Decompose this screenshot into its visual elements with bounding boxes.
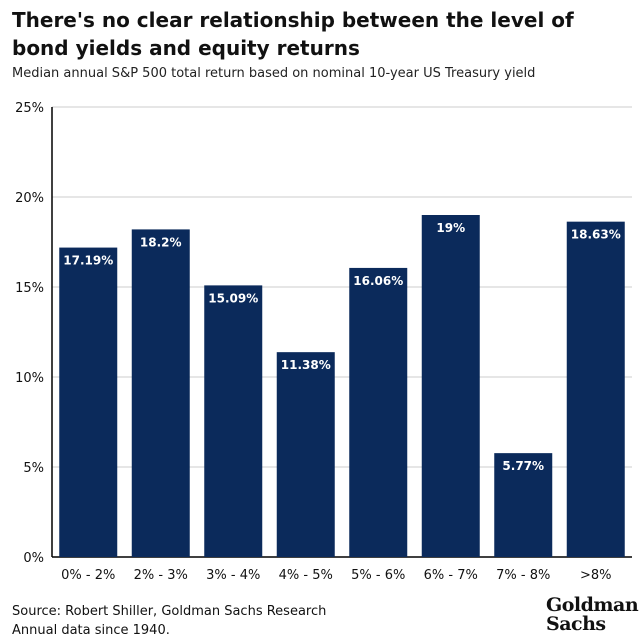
y-tick-label: 10% [15, 371, 44, 386]
bar-data-label: 5.77% [502, 459, 544, 473]
y-tick-label: 20% [15, 191, 44, 206]
bar [204, 285, 263, 557]
bar-data-label: 11.38% [281, 358, 331, 372]
x-tick-label: 2% - 3% [134, 568, 188, 583]
bar [421, 215, 480, 557]
bar [59, 247, 118, 557]
source-note: Source: Robert Shiller, Goldman Sachs Re… [12, 604, 327, 619]
bar-data-label: 17.19% [63, 254, 113, 268]
bar [494, 453, 553, 557]
data-note: Annual data since 1940. [12, 623, 170, 638]
bar-data-label: 18.63% [571, 228, 621, 242]
goldman-sachs-logo: Goldman Sachs [546, 594, 639, 635]
x-tick-label: 3% - 4% [206, 568, 260, 583]
bar [566, 221, 625, 557]
x-tick-label: 7% - 8% [496, 568, 550, 583]
bar-data-label: 16.06% [353, 274, 403, 288]
y-tick-label: 0% [23, 551, 44, 566]
chart-title: There's no clear relationship between th… [12, 8, 574, 60]
x-tick-label: 6% - 7% [424, 568, 478, 583]
bar [276, 352, 335, 557]
bar [349, 267, 408, 557]
y-tick-label: 25% [15, 101, 44, 116]
logo-line-2: Sachs [546, 613, 606, 635]
x-tick-label: 0% - 2% [61, 568, 115, 583]
chart-subtitle: Median annual S&P 500 total return based… [12, 66, 536, 81]
x-tick-label: >8% [580, 568, 612, 583]
footer: Source: Robert Shiller, Goldman Sachs Re… [12, 602, 326, 640]
x-tick-label: 5% - 6% [351, 568, 405, 583]
y-tick-label: 15% [15, 281, 44, 296]
bar [131, 229, 190, 557]
logo-line-1: Goldman [546, 594, 639, 616]
bar-data-label: 19% [436, 221, 465, 235]
x-tick-label: 4% - 5% [279, 568, 333, 583]
bar-data-label: 15.09% [208, 291, 258, 305]
bar-chart: 0% 5% 10% 15% 20% 25% 17.19% 0% - 2% 18.2% 2% - 3… [15, 101, 632, 583]
y-tick-label: 5% [23, 461, 44, 476]
bar-data-label: 18.2% [140, 235, 182, 249]
